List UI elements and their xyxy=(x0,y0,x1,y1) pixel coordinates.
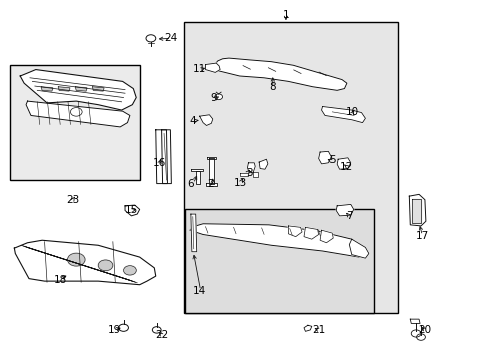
Polygon shape xyxy=(208,158,214,184)
Text: 10: 10 xyxy=(346,107,359,117)
Polygon shape xyxy=(41,87,53,91)
Text: 22: 22 xyxy=(155,330,168,340)
Polygon shape xyxy=(239,173,248,176)
Text: 12: 12 xyxy=(340,162,353,172)
Text: 17: 17 xyxy=(415,231,428,240)
Text: 1: 1 xyxy=(282,10,289,20)
Text: 11: 11 xyxy=(192,64,205,74)
Polygon shape xyxy=(348,239,368,258)
Polygon shape xyxy=(321,107,365,123)
Bar xyxy=(184,209,373,313)
Polygon shape xyxy=(207,157,215,159)
Polygon shape xyxy=(190,169,203,171)
Polygon shape xyxy=(199,115,212,126)
Polygon shape xyxy=(253,172,258,177)
Text: 8: 8 xyxy=(269,82,276,92)
Circle shape xyxy=(214,94,222,100)
Text: 24: 24 xyxy=(163,33,177,43)
Text: 5: 5 xyxy=(328,155,335,165)
Text: 21: 21 xyxy=(311,325,325,335)
Text: 2: 2 xyxy=(206,179,213,189)
Polygon shape xyxy=(26,101,130,127)
Polygon shape xyxy=(411,199,420,223)
Polygon shape xyxy=(214,58,346,90)
Text: 18: 18 xyxy=(54,275,67,285)
Text: 15: 15 xyxy=(124,206,138,216)
Polygon shape xyxy=(58,87,70,91)
Circle shape xyxy=(152,327,161,333)
Polygon shape xyxy=(318,151,330,164)
Text: 16: 16 xyxy=(152,158,165,168)
Polygon shape xyxy=(20,69,136,110)
Text: 23: 23 xyxy=(66,195,80,205)
Text: 14: 14 xyxy=(192,286,205,296)
Polygon shape xyxy=(92,87,104,91)
Circle shape xyxy=(416,334,425,340)
Text: 6: 6 xyxy=(187,179,194,189)
Polygon shape xyxy=(195,171,199,184)
Circle shape xyxy=(146,35,156,42)
Polygon shape xyxy=(14,240,156,285)
Circle shape xyxy=(410,330,420,337)
Circle shape xyxy=(67,253,85,266)
Polygon shape xyxy=(335,204,353,216)
Polygon shape xyxy=(190,214,196,252)
Text: 9: 9 xyxy=(210,93,217,103)
Text: 3: 3 xyxy=(245,168,252,178)
Polygon shape xyxy=(288,226,302,237)
Polygon shape xyxy=(408,194,425,226)
Text: 13: 13 xyxy=(233,178,247,188)
Bar xyxy=(183,22,397,313)
Circle shape xyxy=(119,324,128,331)
Text: 20: 20 xyxy=(418,325,430,335)
Polygon shape xyxy=(189,224,365,257)
Polygon shape xyxy=(259,159,267,169)
Polygon shape xyxy=(336,158,350,169)
Polygon shape xyxy=(247,163,255,173)
Polygon shape xyxy=(304,325,311,331)
Polygon shape xyxy=(409,319,419,323)
Polygon shape xyxy=(125,205,140,216)
Polygon shape xyxy=(206,183,216,186)
Text: 19: 19 xyxy=(107,325,121,335)
Polygon shape xyxy=(156,130,167,184)
Polygon shape xyxy=(304,227,318,239)
Text: 4: 4 xyxy=(189,116,195,126)
Polygon shape xyxy=(161,130,171,184)
Polygon shape xyxy=(320,230,332,243)
Bar xyxy=(10,65,140,180)
Polygon shape xyxy=(75,87,87,91)
Text: 7: 7 xyxy=(346,211,352,221)
Polygon shape xyxy=(205,63,220,72)
Circle shape xyxy=(123,266,136,275)
Circle shape xyxy=(98,260,113,271)
Circle shape xyxy=(70,108,82,116)
